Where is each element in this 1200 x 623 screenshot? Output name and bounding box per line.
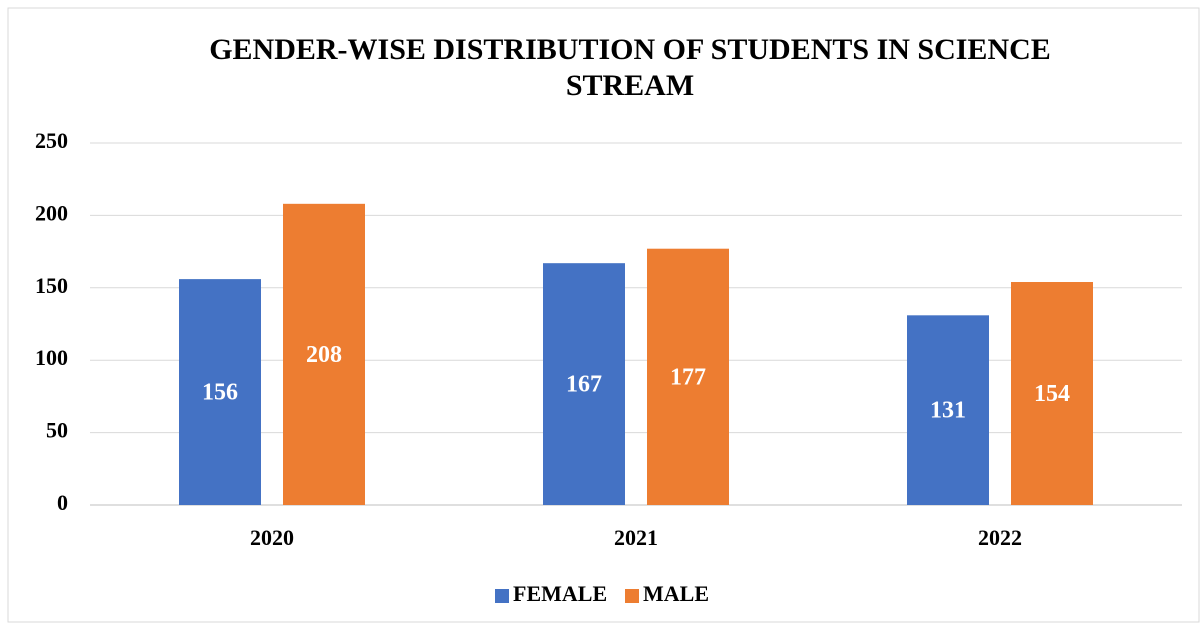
bar xyxy=(1011,282,1093,505)
data-label: 208 xyxy=(306,342,342,368)
data-label: 131 xyxy=(930,398,966,424)
bar xyxy=(907,315,989,505)
bar xyxy=(283,203,365,506)
legend-swatch xyxy=(625,589,639,603)
data-label: 156 xyxy=(202,380,238,406)
bar xyxy=(179,279,261,505)
legend-label: MALE xyxy=(643,581,709,606)
data-label: 177 xyxy=(670,364,706,390)
legend-label: FEMALE xyxy=(513,581,607,606)
y-tick-label: 150 xyxy=(35,273,68,298)
y-tick-label: 0 xyxy=(57,490,68,515)
y-tick-label: 250 xyxy=(35,128,68,153)
y-tick-label: 100 xyxy=(35,345,68,370)
data-label: 167 xyxy=(566,372,602,398)
y-tick-label: 200 xyxy=(35,200,68,225)
bar xyxy=(543,263,625,505)
bar xyxy=(647,248,729,506)
x-tick-label: 2022 xyxy=(978,525,1022,550)
legend-swatch xyxy=(495,589,509,603)
y-tick-label: 50 xyxy=(46,418,68,443)
chart-title: GENDER-WISE DISTRIBUTION OF STUDENTS IN … xyxy=(209,33,1051,102)
data-label: 154 xyxy=(1034,381,1070,407)
x-tick-label: 2021 xyxy=(614,525,658,550)
x-tick-label: 2020 xyxy=(250,525,294,550)
